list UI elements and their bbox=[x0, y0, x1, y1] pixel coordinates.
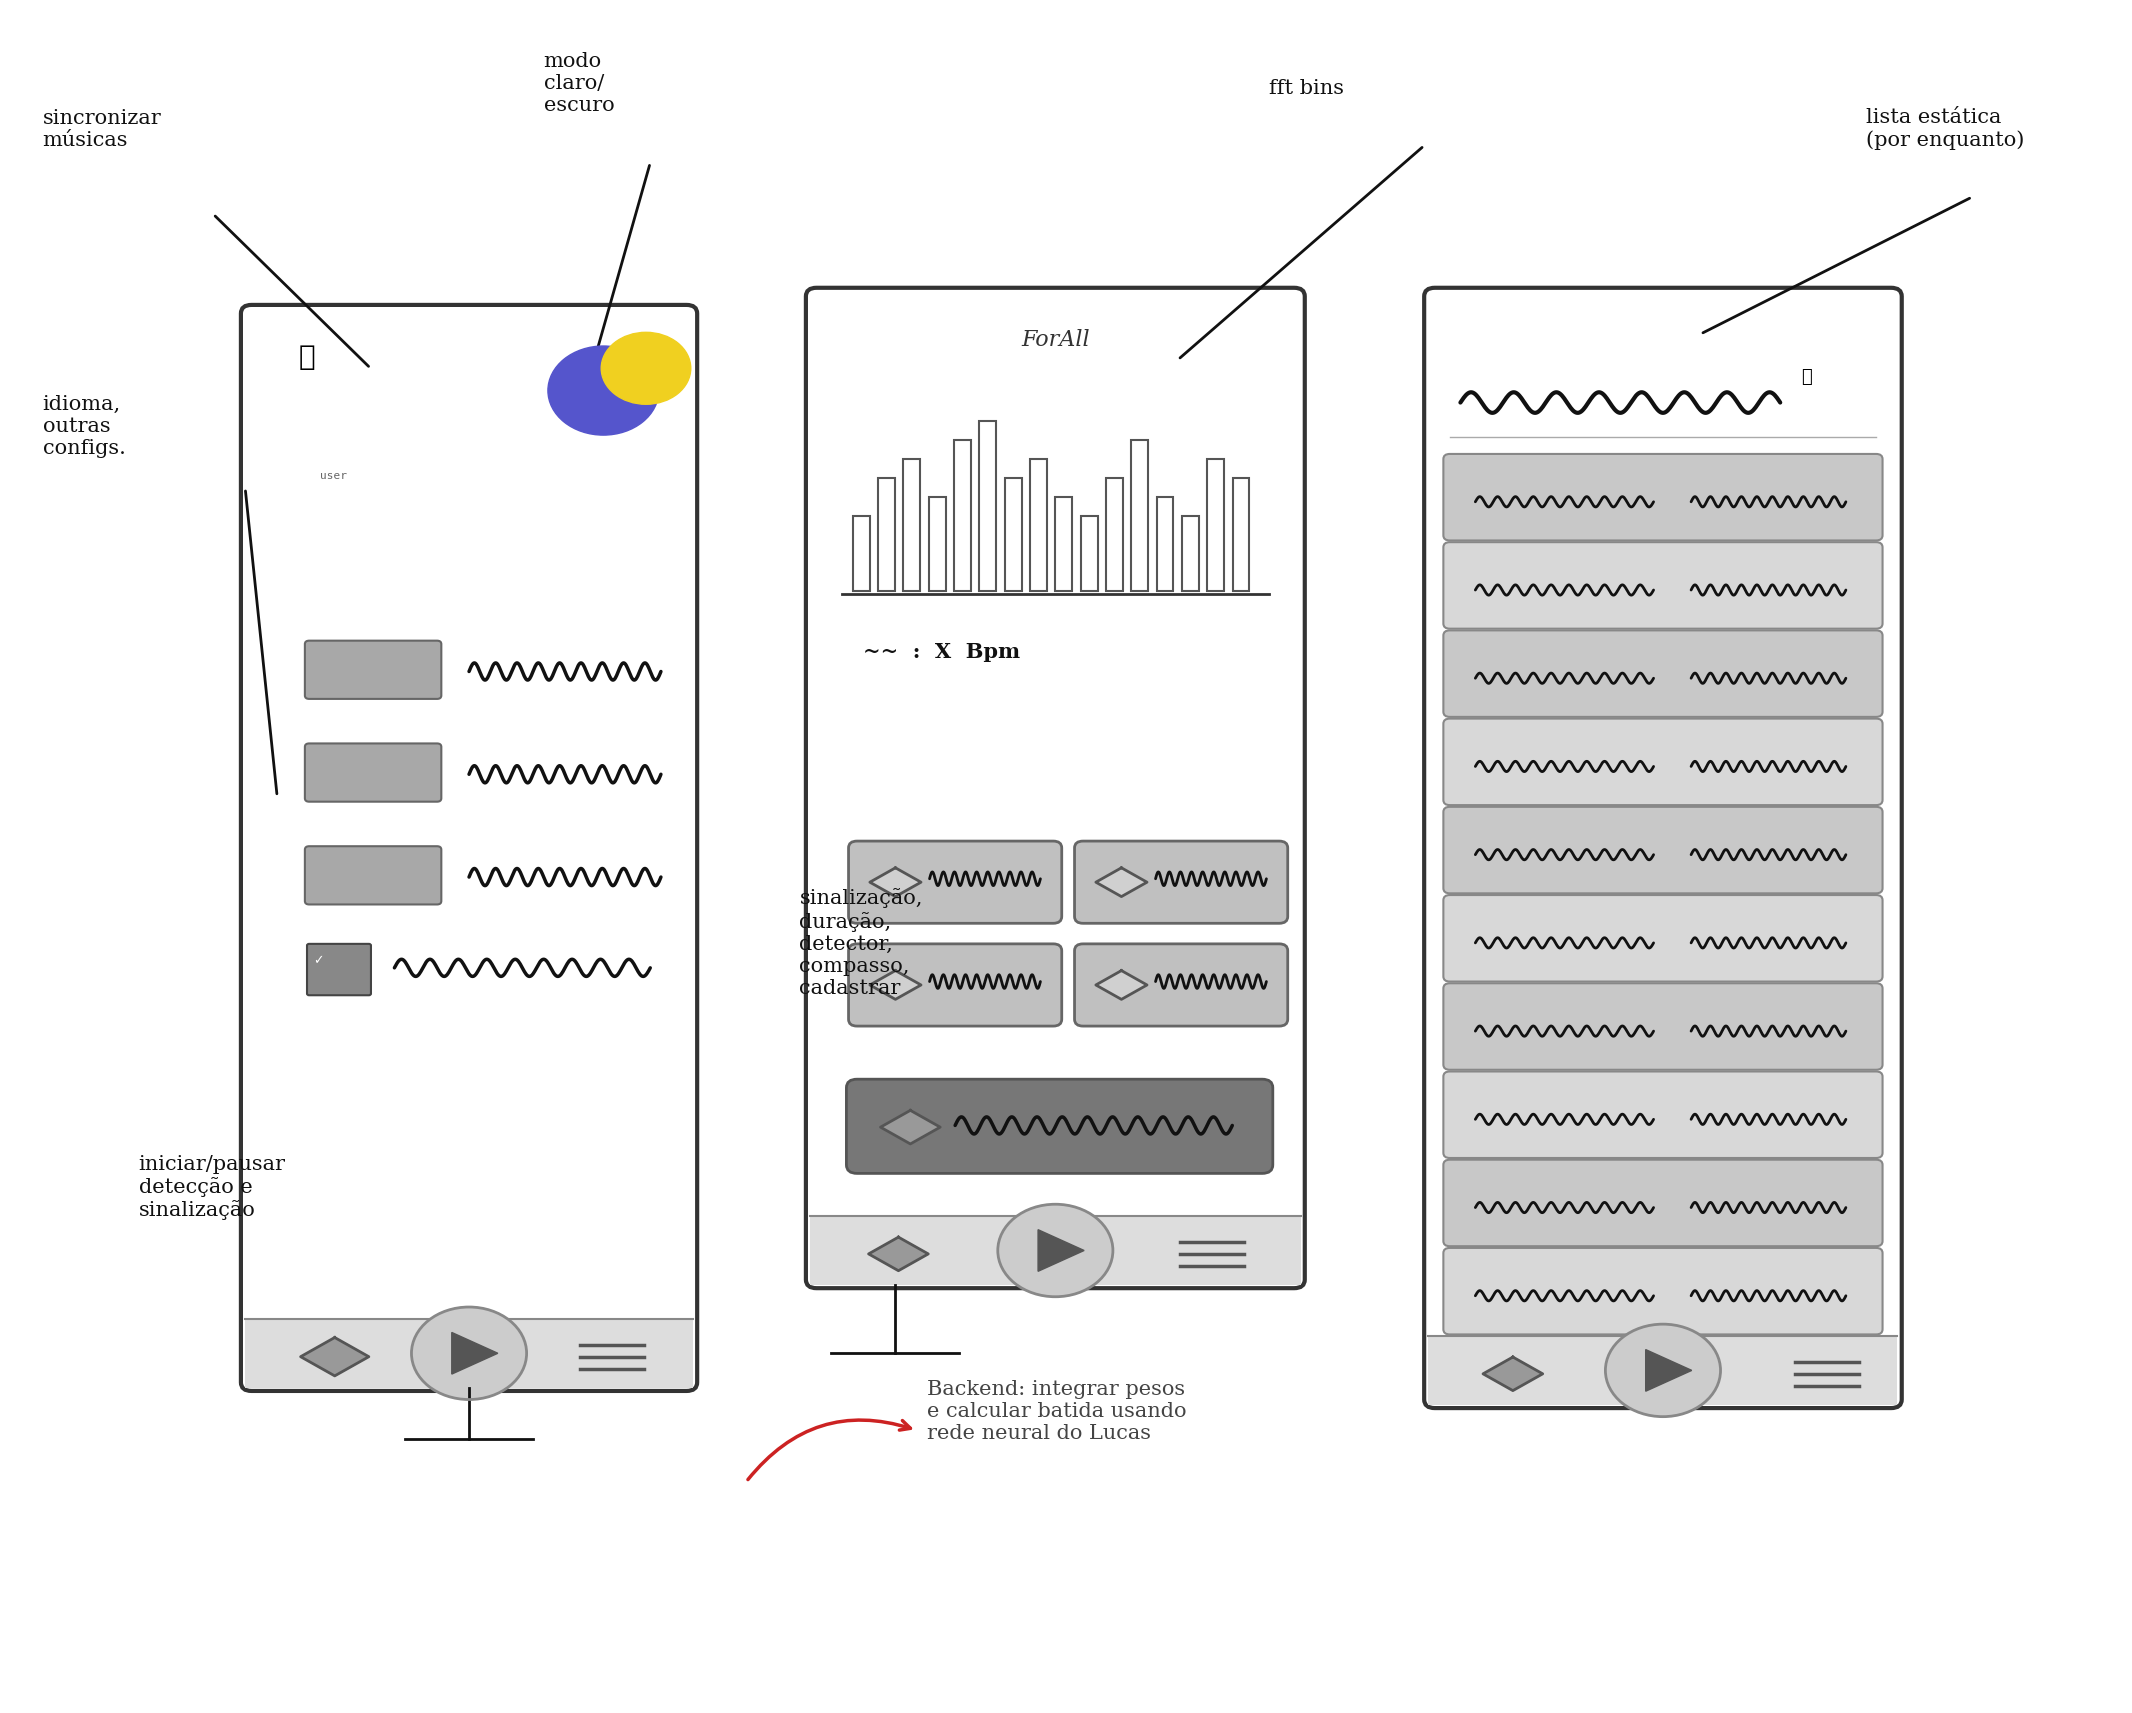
FancyBboxPatch shape bbox=[810, 1216, 1301, 1285]
FancyBboxPatch shape bbox=[1443, 1247, 1883, 1334]
Text: sincronizar
músicas: sincronizar músicas bbox=[43, 108, 162, 149]
Polygon shape bbox=[870, 971, 921, 999]
Text: modo
claro/
escuro: modo claro/ escuro bbox=[544, 53, 614, 115]
FancyBboxPatch shape bbox=[1443, 894, 1883, 982]
FancyBboxPatch shape bbox=[878, 478, 895, 591]
Text: Backend: integrar pesos
e calcular batida usando
rede neural do Lucas: Backend: integrar pesos e calcular batid… bbox=[927, 1381, 1188, 1442]
Text: sinalização,
duração,
detector,
compasso,
cadastrar: sinalização, duração, detector, compasso… bbox=[800, 889, 923, 997]
FancyBboxPatch shape bbox=[930, 497, 947, 591]
Text: 🎒: 🎒 bbox=[298, 343, 316, 370]
Polygon shape bbox=[452, 1333, 499, 1374]
FancyBboxPatch shape bbox=[904, 459, 921, 591]
Text: idioma,
outras
configs.: idioma, outras configs. bbox=[43, 396, 126, 457]
Text: iniciar/pausar
detecção e
sinalização: iniciar/pausar detecção e sinalização bbox=[139, 1155, 286, 1220]
Text: fft bins: fft bins bbox=[1269, 79, 1343, 98]
Polygon shape bbox=[301, 1338, 369, 1376]
FancyBboxPatch shape bbox=[1443, 807, 1883, 892]
FancyBboxPatch shape bbox=[307, 944, 371, 995]
FancyBboxPatch shape bbox=[1107, 478, 1124, 591]
FancyBboxPatch shape bbox=[853, 516, 870, 591]
FancyBboxPatch shape bbox=[1232, 478, 1249, 591]
Circle shape bbox=[411, 1307, 527, 1400]
FancyBboxPatch shape bbox=[1181, 516, 1198, 591]
FancyBboxPatch shape bbox=[1443, 1160, 1883, 1245]
FancyBboxPatch shape bbox=[1004, 478, 1021, 591]
FancyBboxPatch shape bbox=[1443, 454, 1883, 540]
FancyBboxPatch shape bbox=[1055, 497, 1072, 591]
FancyBboxPatch shape bbox=[1075, 944, 1288, 1026]
FancyBboxPatch shape bbox=[1132, 440, 1149, 591]
Polygon shape bbox=[881, 1110, 940, 1144]
Text: ✓: ✓ bbox=[313, 954, 324, 968]
Circle shape bbox=[601, 332, 691, 404]
FancyBboxPatch shape bbox=[849, 841, 1062, 923]
Text: lista estática
(por enquanto): lista estática (por enquanto) bbox=[1866, 108, 2023, 149]
FancyBboxPatch shape bbox=[305, 743, 441, 802]
FancyBboxPatch shape bbox=[955, 440, 970, 591]
Text: ~~  :  X  Bpm: ~~ : X Bpm bbox=[863, 642, 1021, 663]
FancyBboxPatch shape bbox=[1443, 983, 1883, 1069]
FancyBboxPatch shape bbox=[1443, 1072, 1883, 1158]
Polygon shape bbox=[1484, 1357, 1544, 1391]
Text: user: user bbox=[320, 471, 348, 481]
FancyBboxPatch shape bbox=[979, 421, 996, 591]
Polygon shape bbox=[870, 868, 921, 896]
Polygon shape bbox=[1096, 868, 1147, 896]
Text: 🔑: 🔑 bbox=[1802, 368, 1812, 385]
FancyBboxPatch shape bbox=[1081, 516, 1098, 591]
FancyBboxPatch shape bbox=[245, 1319, 693, 1388]
Polygon shape bbox=[1646, 1350, 1693, 1391]
FancyBboxPatch shape bbox=[1030, 459, 1047, 591]
FancyBboxPatch shape bbox=[1428, 1336, 1897, 1405]
FancyBboxPatch shape bbox=[846, 1079, 1273, 1173]
FancyBboxPatch shape bbox=[1443, 541, 1883, 629]
Polygon shape bbox=[1038, 1230, 1083, 1271]
Polygon shape bbox=[1096, 971, 1147, 999]
FancyBboxPatch shape bbox=[849, 944, 1062, 1026]
Text: ForAll: ForAll bbox=[1021, 329, 1089, 351]
FancyBboxPatch shape bbox=[305, 846, 441, 904]
Polygon shape bbox=[868, 1237, 927, 1271]
Circle shape bbox=[998, 1204, 1113, 1297]
FancyArrowPatch shape bbox=[748, 1420, 910, 1480]
FancyBboxPatch shape bbox=[1443, 718, 1883, 805]
FancyBboxPatch shape bbox=[1207, 459, 1224, 591]
FancyBboxPatch shape bbox=[1075, 841, 1288, 923]
FancyBboxPatch shape bbox=[305, 641, 441, 699]
Circle shape bbox=[548, 346, 659, 435]
FancyBboxPatch shape bbox=[1443, 630, 1883, 716]
Circle shape bbox=[1605, 1324, 1721, 1417]
FancyBboxPatch shape bbox=[1156, 497, 1173, 591]
